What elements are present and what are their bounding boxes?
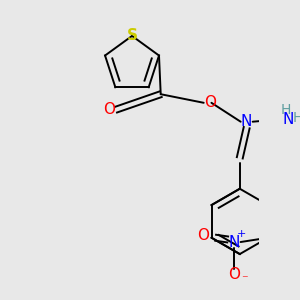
Text: N: N [228,235,239,250]
Text: ⁻: ⁻ [241,273,247,286]
Text: N: N [241,114,252,129]
Text: S: S [127,28,137,43]
Text: O: O [205,95,217,110]
Text: O: O [228,267,240,282]
Text: H: H [293,111,300,125]
Text: +: + [237,229,246,239]
Text: O: O [197,228,209,243]
Text: N: N [282,112,294,128]
Text: H: H [281,103,291,117]
Text: O: O [103,102,115,117]
